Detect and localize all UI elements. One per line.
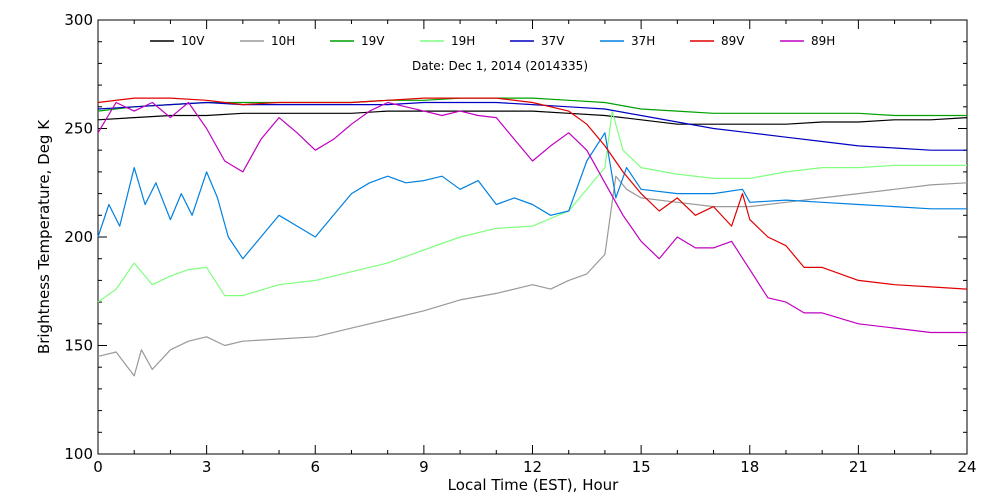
- x-tick-label: 12: [523, 458, 542, 476]
- legend-label-89v: 89V: [721, 34, 745, 48]
- y-tick-label: 100: [64, 445, 93, 463]
- x-axis-title: Local Time (EST), Hour: [448, 476, 619, 494]
- series-line-37h: [97, 132, 967, 260]
- series-layer: [97, 97, 968, 377]
- y-tick-label: 200: [64, 228, 93, 246]
- x-tick-label: 24: [957, 458, 976, 476]
- x-tick-label: 6: [310, 458, 320, 476]
- series-line-10h: [97, 175, 968, 377]
- x-tick-label: 21: [849, 458, 868, 476]
- series-line-19v: [97, 97, 967, 117]
- date-annotation: Date: Dec 1, 2014 (2014335): [412, 59, 588, 73]
- legend: 10V 10H 19V 19H 37V 37H 89V 89H: [150, 34, 835, 48]
- y-tick-label: 150: [64, 337, 93, 355]
- legend-label-19v: 19V: [361, 34, 385, 48]
- y-tick-label: 250: [64, 120, 93, 138]
- legend-label-10h: 10H: [271, 34, 295, 48]
- series-line-89h: [97, 101, 967, 334]
- y-axis-title: Brightness Temperature, Deg K: [35, 119, 53, 354]
- x-tick-label: 15: [632, 458, 651, 476]
- legend-label-19h: 19H: [451, 34, 475, 48]
- legend-label-37h: 37H: [631, 34, 655, 48]
- series-line-37v: [97, 101, 967, 151]
- x-tick-label: 3: [202, 458, 212, 476]
- axis-ticks: 0 3 6 9 12 15 18 21 24 100 150 200 250 300: [64, 11, 976, 476]
- legend-label-89h: 89H: [811, 34, 835, 48]
- x-tick-label: 0: [93, 458, 103, 476]
- legend-label-37v: 37V: [541, 34, 565, 48]
- y-tick-label: 300: [64, 11, 93, 29]
- series-line-19h: [97, 110, 967, 303]
- x-tick-label: 18: [740, 458, 759, 476]
- x-tick-label: 9: [419, 458, 429, 476]
- series-line-89v: [97, 97, 968, 290]
- series-line-10v: [97, 110, 968, 125]
- legend-label-10v: 10V: [181, 34, 205, 48]
